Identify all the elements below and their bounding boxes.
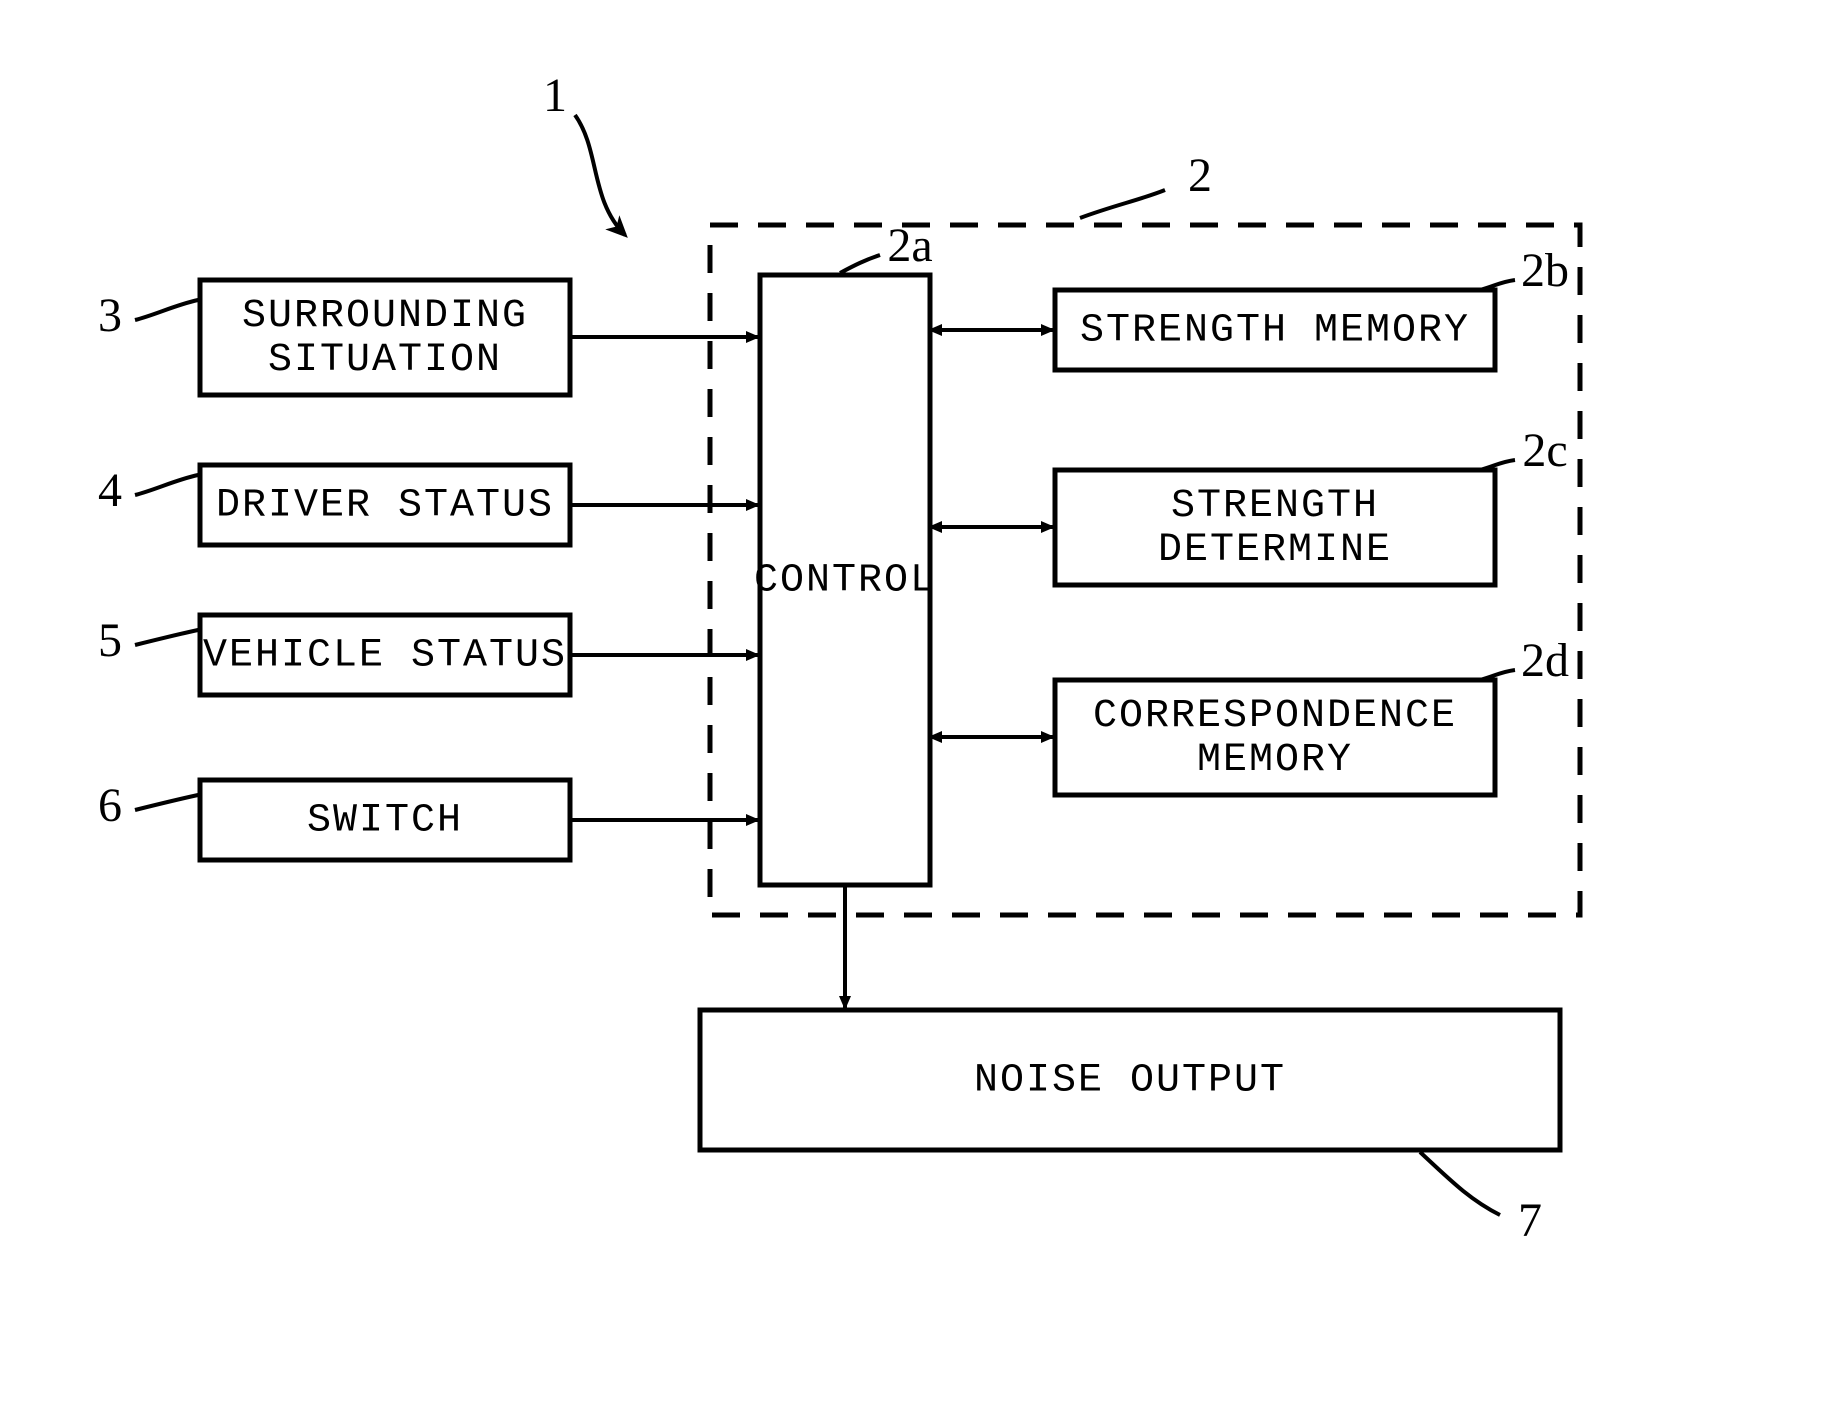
ref-6: 6 bbox=[98, 779, 122, 832]
ref-2a: 2a bbox=[887, 219, 932, 272]
ref-2: 2 bbox=[1188, 149, 1212, 202]
corr_mem-label-2: MEMORY bbox=[1197, 738, 1353, 783]
ref-2d: 2d bbox=[1521, 634, 1569, 687]
driver-label: DRIVER STATUS bbox=[216, 484, 554, 529]
switch-label: SWITCH bbox=[307, 799, 463, 844]
ref-7: 7 bbox=[1518, 1194, 1542, 1247]
strength_det-label-2: DETERMINE bbox=[1158, 528, 1392, 573]
ref-3: 3 bbox=[98, 289, 122, 342]
ref-5: 5 bbox=[98, 614, 122, 667]
vehicle-label: VEHICLE STATUS bbox=[203, 634, 567, 679]
ref-2c: 2c bbox=[1522, 424, 1567, 477]
noise-label: NOISE OUTPUT bbox=[974, 1059, 1286, 1104]
surrounding-label-1: SURROUNDING bbox=[242, 294, 528, 339]
control-label: CONTROL bbox=[754, 559, 936, 604]
leader-r6 bbox=[135, 795, 198, 810]
block-diagram: SURROUNDINGSITUATION DRIVER STATUS VEHICLE… bbox=[0, 0, 1837, 1419]
corr_mem-label-1: CORRESPONDENCE bbox=[1093, 694, 1457, 739]
leader-r4 bbox=[135, 475, 198, 495]
strength_mem-label: STRENGTH MEMORY bbox=[1080, 309, 1470, 354]
leader-r7 bbox=[1420, 1152, 1500, 1215]
leader-r2 bbox=[1080, 190, 1165, 218]
leader-r5 bbox=[135, 630, 198, 645]
strength_det-label-1: STRENGTH bbox=[1171, 484, 1379, 529]
ref-2b: 2b bbox=[1521, 244, 1569, 297]
leader-r1 bbox=[575, 115, 625, 235]
ref-4: 4 bbox=[98, 464, 122, 517]
ref-1: 1 bbox=[543, 69, 567, 122]
surrounding-label-2: SITUATION bbox=[268, 338, 502, 383]
leader-r3 bbox=[135, 300, 198, 320]
leader-r2a bbox=[840, 255, 880, 273]
